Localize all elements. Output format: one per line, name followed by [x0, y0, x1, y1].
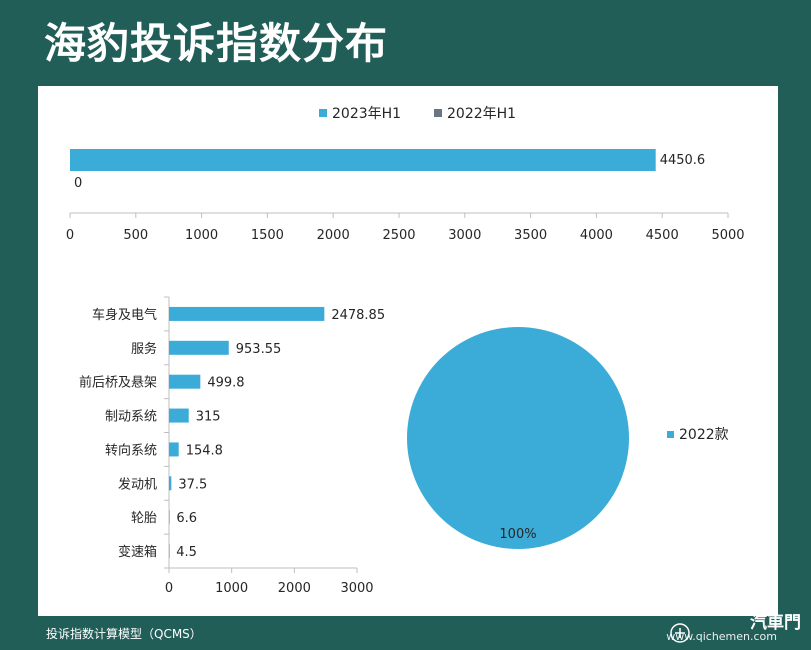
category-label: 变速箱: [118, 544, 157, 560]
legend-swatch: [667, 431, 674, 438]
bar: [169, 510, 170, 525]
bar: [70, 149, 656, 171]
x-tick-label: 4500: [646, 228, 679, 243]
bar: [169, 306, 325, 321]
bar: [169, 476, 172, 491]
data-label: 2478.85: [331, 308, 385, 323]
watermark-site: www.qichemen.com: [666, 630, 777, 643]
pie-data-label: 100%: [499, 527, 536, 542]
legend-label: 2023年H1: [332, 106, 401, 122]
x-tick-label: 3000: [448, 228, 481, 243]
data-label: 0: [74, 176, 82, 191]
category-label: 轮胎: [131, 511, 157, 526]
data-label: 6.6: [176, 511, 197, 526]
x-tick-label: 2000: [278, 581, 311, 596]
x-tick-label: 2500: [382, 228, 415, 243]
data-label: 37.5: [178, 477, 207, 492]
category-label: 制动系统: [105, 410, 157, 425]
x-tick-label: 1500: [251, 228, 284, 243]
x-tick-label: 0: [165, 581, 173, 596]
x-tick-label: 3500: [514, 228, 547, 243]
pie-slice: [407, 327, 629, 549]
data-label: 315: [196, 410, 221, 425]
bar: [169, 442, 179, 457]
category-label: 服务: [131, 341, 157, 357]
watermark: 汽車門 www.qichemen.com: [651, 612, 807, 646]
car-logo-icon: [670, 623, 690, 643]
watermark-brand: 汽車門: [750, 613, 801, 633]
x-tick-label: 1000: [215, 581, 248, 596]
category-label: 前后桥及悬架: [79, 375, 157, 391]
legend-swatch: [434, 109, 442, 117]
bar: [169, 544, 170, 559]
chart-panel: 2023年H1 2022年H1 4450.6 0 0 500 1000 1500 2000 250…: [38, 86, 778, 616]
bar: [169, 408, 189, 423]
bar: [169, 340, 229, 355]
x-tick-label: 0: [66, 228, 74, 243]
data-label: 154.8: [186, 443, 223, 458]
x-tick-label: 4000: [580, 228, 613, 243]
data-label: 4.5: [176, 545, 197, 560]
page-title: 海豹投诉指数分布: [44, 19, 389, 68]
legend-label: 2022年H1: [447, 106, 516, 122]
bar: [169, 374, 201, 389]
x-tick-label: 5000: [711, 228, 744, 243]
x-tick-label: 2000: [317, 228, 350, 243]
category-label: 发动机: [118, 476, 157, 492]
x-tick-label: 500: [123, 228, 148, 243]
charts-canvas: 2023年H1 2022年H1 4450.6 0 0 500 1000 1500 2000 250…: [66, 106, 745, 596]
legend-label: 2022款: [679, 427, 729, 443]
category-label: 车身及电气: [92, 307, 157, 323]
data-label: 4450.6: [660, 153, 706, 168]
footer-source: 投诉指数计算模型（QCMS）: [46, 627, 202, 641]
x-tick-label: 3000: [340, 581, 373, 596]
data-label: 499.8: [207, 376, 244, 391]
legend-swatch: [319, 109, 327, 117]
x-tick-label: 1000: [185, 228, 218, 243]
data-label: 953.55: [236, 342, 282, 357]
category-label: 转向系统: [105, 442, 157, 458]
